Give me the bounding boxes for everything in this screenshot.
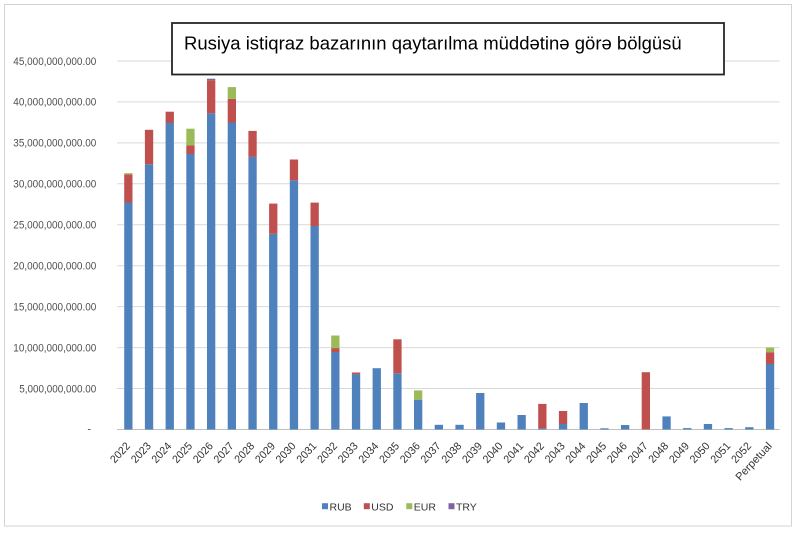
svg-text:45,000,000,000.00: 45,000,000,000.00 xyxy=(13,56,96,68)
svg-text:EUR: EUR xyxy=(414,502,437,514)
svg-text:-: - xyxy=(87,424,91,436)
svg-text:TRY: TRY xyxy=(456,502,477,514)
svg-text:40,000,000,000.00: 40,000,000,000.00 xyxy=(13,97,96,109)
svg-text:Rusiya istiqraz bazarının qayt: Rusiya istiqraz bazarının qaytarılma müd… xyxy=(184,33,682,54)
svg-text:30,000,000,000.00: 30,000,000,000.00 xyxy=(13,179,96,191)
svg-text:USD: USD xyxy=(371,502,394,514)
svg-text:5,000,000,000.00: 5,000,000,000.00 xyxy=(19,383,96,395)
svg-text:25,000,000,000.00: 25,000,000,000.00 xyxy=(13,220,96,232)
svg-text:RUB: RUB xyxy=(330,502,352,514)
svg-text:10,000,000,000.00: 10,000,000,000.00 xyxy=(13,342,96,354)
svg-text:35,000,000,000.00: 35,000,000,000.00 xyxy=(13,138,96,150)
svg-text:15,000,000,000.00: 15,000,000,000.00 xyxy=(13,301,96,313)
svg-text:20,000,000,000.00: 20,000,000,000.00 xyxy=(13,261,96,273)
